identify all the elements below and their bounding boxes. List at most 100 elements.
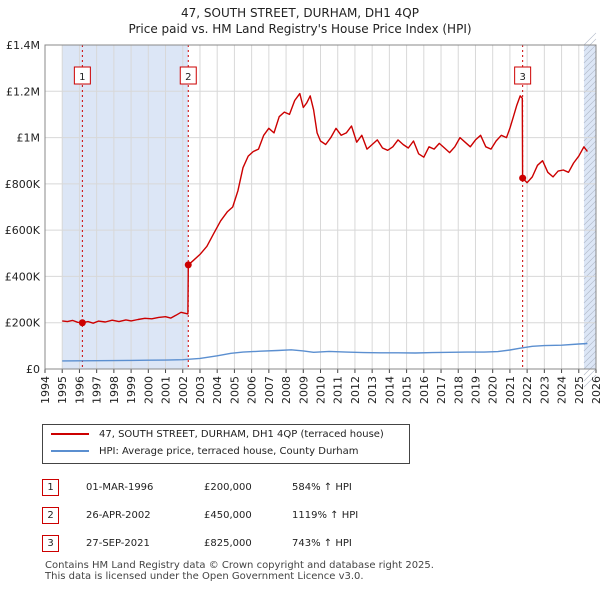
sale-label-box [73,66,91,85]
hatch-line [583,74,597,88]
hatch-line [583,104,597,118]
sale-price: £200,000 [204,481,252,493]
legend: 47, SOUTH STREET, DURHAM, DH1 4QP (terra… [42,424,410,464]
x-tick-label: 2019 [469,376,482,404]
hatch-line [583,254,597,268]
axes: £0 £200K £400K £600K £800K £1M £1.2M £1.4M 1994 1… [5,39,600,404]
sale-markers: 1 2 3 [73,45,532,369]
x-tick-label: 2007 [263,376,276,404]
hatch-line [583,356,597,370]
legend-item-hpi: HPI: Average price, terraced house, Coun… [51,444,358,460]
hatch-line [583,134,597,148]
hatch-line [583,200,597,214]
hatch-line [583,308,597,322]
hatch-line [583,158,597,172]
hatch-line [583,146,597,160]
sale-label: 2 [185,72,191,83]
y-tick-label: £1.2M [6,85,40,98]
x-tick-label: 2016 [418,376,431,404]
hatch-line [583,302,597,316]
sale-date: 26-APR-2002 [86,509,151,521]
hatch-line [583,122,597,136]
sale-price: £450,000 [204,509,252,521]
hatch-line [583,194,597,208]
x-tick-label: 2011 [332,376,345,404]
x-tick-label: 2003 [194,376,207,404]
x-tick-label: 2020 [487,376,500,404]
x-tick-label: 2008 [280,376,293,404]
hatch-line [583,272,597,286]
x-tick-label: 2000 [142,376,155,404]
hatch-line [583,338,597,352]
hatch-line [583,128,597,142]
hatch-line [583,56,597,70]
hatch-line [583,284,597,298]
hatch-line [583,242,597,256]
hatch-line [583,164,597,178]
x-tick-label: 2022 [521,376,534,404]
hatch-line [583,212,597,226]
hatch-line [583,176,597,190]
shaded-regions [62,32,597,388]
y-tick-label: £1M [17,132,41,145]
chart-title: 47, SOUTH STREET, DURHAM, DH1 4QP [181,6,419,20]
table-row: 1 01-MAR-1996 £200,000 584% ↑ HPI [42,473,358,501]
sale-hpi-change: 743% ↑ HPI [292,537,352,549]
hatch-line [583,116,597,130]
hatch-line [583,314,597,328]
hatch-line [583,278,597,292]
y-tick-label: £200K [5,317,41,330]
legend-label-property: 47, SOUTH STREET, DURHAM, DH1 4QP (terra… [99,429,384,440]
sale-number-badge: 2 [42,506,59,524]
x-tick-label: 2023 [538,376,551,404]
legend-swatch-blue [51,450,89,452]
x-tick-label: 2024 [556,376,569,404]
hatch-line [583,50,597,64]
shaded-region [62,45,189,369]
chart-subtitle: Price paid vs. HM Land Registry's House … [128,22,472,36]
transactions-table: 1 01-MAR-1996 £200,000 584% ↑ HPI 2 26-A… [42,473,358,557]
hatch-line [583,182,597,196]
footer-copyright: Contains HM Land Registry data © Crown c… [45,560,434,571]
grid [44,44,597,370]
sale-label: 3 [519,72,525,83]
sale-label-box [514,66,532,85]
hatch-line [583,236,597,250]
x-tick-label: 1997 [91,376,104,404]
x-tick-label: 1998 [108,376,121,404]
hatch-line [583,188,597,202]
hatch-line [583,344,597,358]
hatch-line [583,110,597,124]
legend-label-hpi: HPI: Average price, terraced house, Coun… [99,446,359,457]
x-tick-label: 2025 [573,376,586,404]
sale-hpi-change: 1119% ↑ HPI [292,509,359,521]
sale-date: 27-SEP-2021 [86,537,150,549]
sale-hpi-change: 584% ↑ HPI [292,481,352,493]
hatch-line [583,86,597,100]
x-tick-label: 2004 [211,376,224,404]
series-line [62,92,588,324]
x-tick-label: 2012 [349,376,362,404]
x-tick-label: 1996 [73,376,86,404]
y-tick-label: £0 [26,363,40,376]
series-line [62,342,588,362]
series-lines [62,92,588,362]
sale-price: £825,000 [204,537,252,549]
y-tick-label: £800K [5,178,41,191]
legend-item-property: 47, SOUTH STREET, DURHAM, DH1 4QP (terra… [51,427,384,443]
x-tick-label: 2015 [401,376,414,404]
x-tick-label: 2026 [590,376,600,404]
x-tick-label: 2006 [246,376,259,404]
hatch-line [583,206,597,220]
x-tick-label: 2009 [297,376,310,404]
sale-number-badge: 3 [42,534,59,552]
plot-frame [44,44,597,370]
hatch-line [583,248,597,262]
x-tick-label: 2002 [177,376,190,404]
hatch-line [583,44,597,58]
sale-date: 01-MAR-1996 [86,481,154,493]
hatch-line [583,350,597,364]
x-tick-label: 2001 [160,376,173,404]
x-tick-label: 2010 [315,376,328,404]
x-tick-label: 2018 [452,376,465,404]
